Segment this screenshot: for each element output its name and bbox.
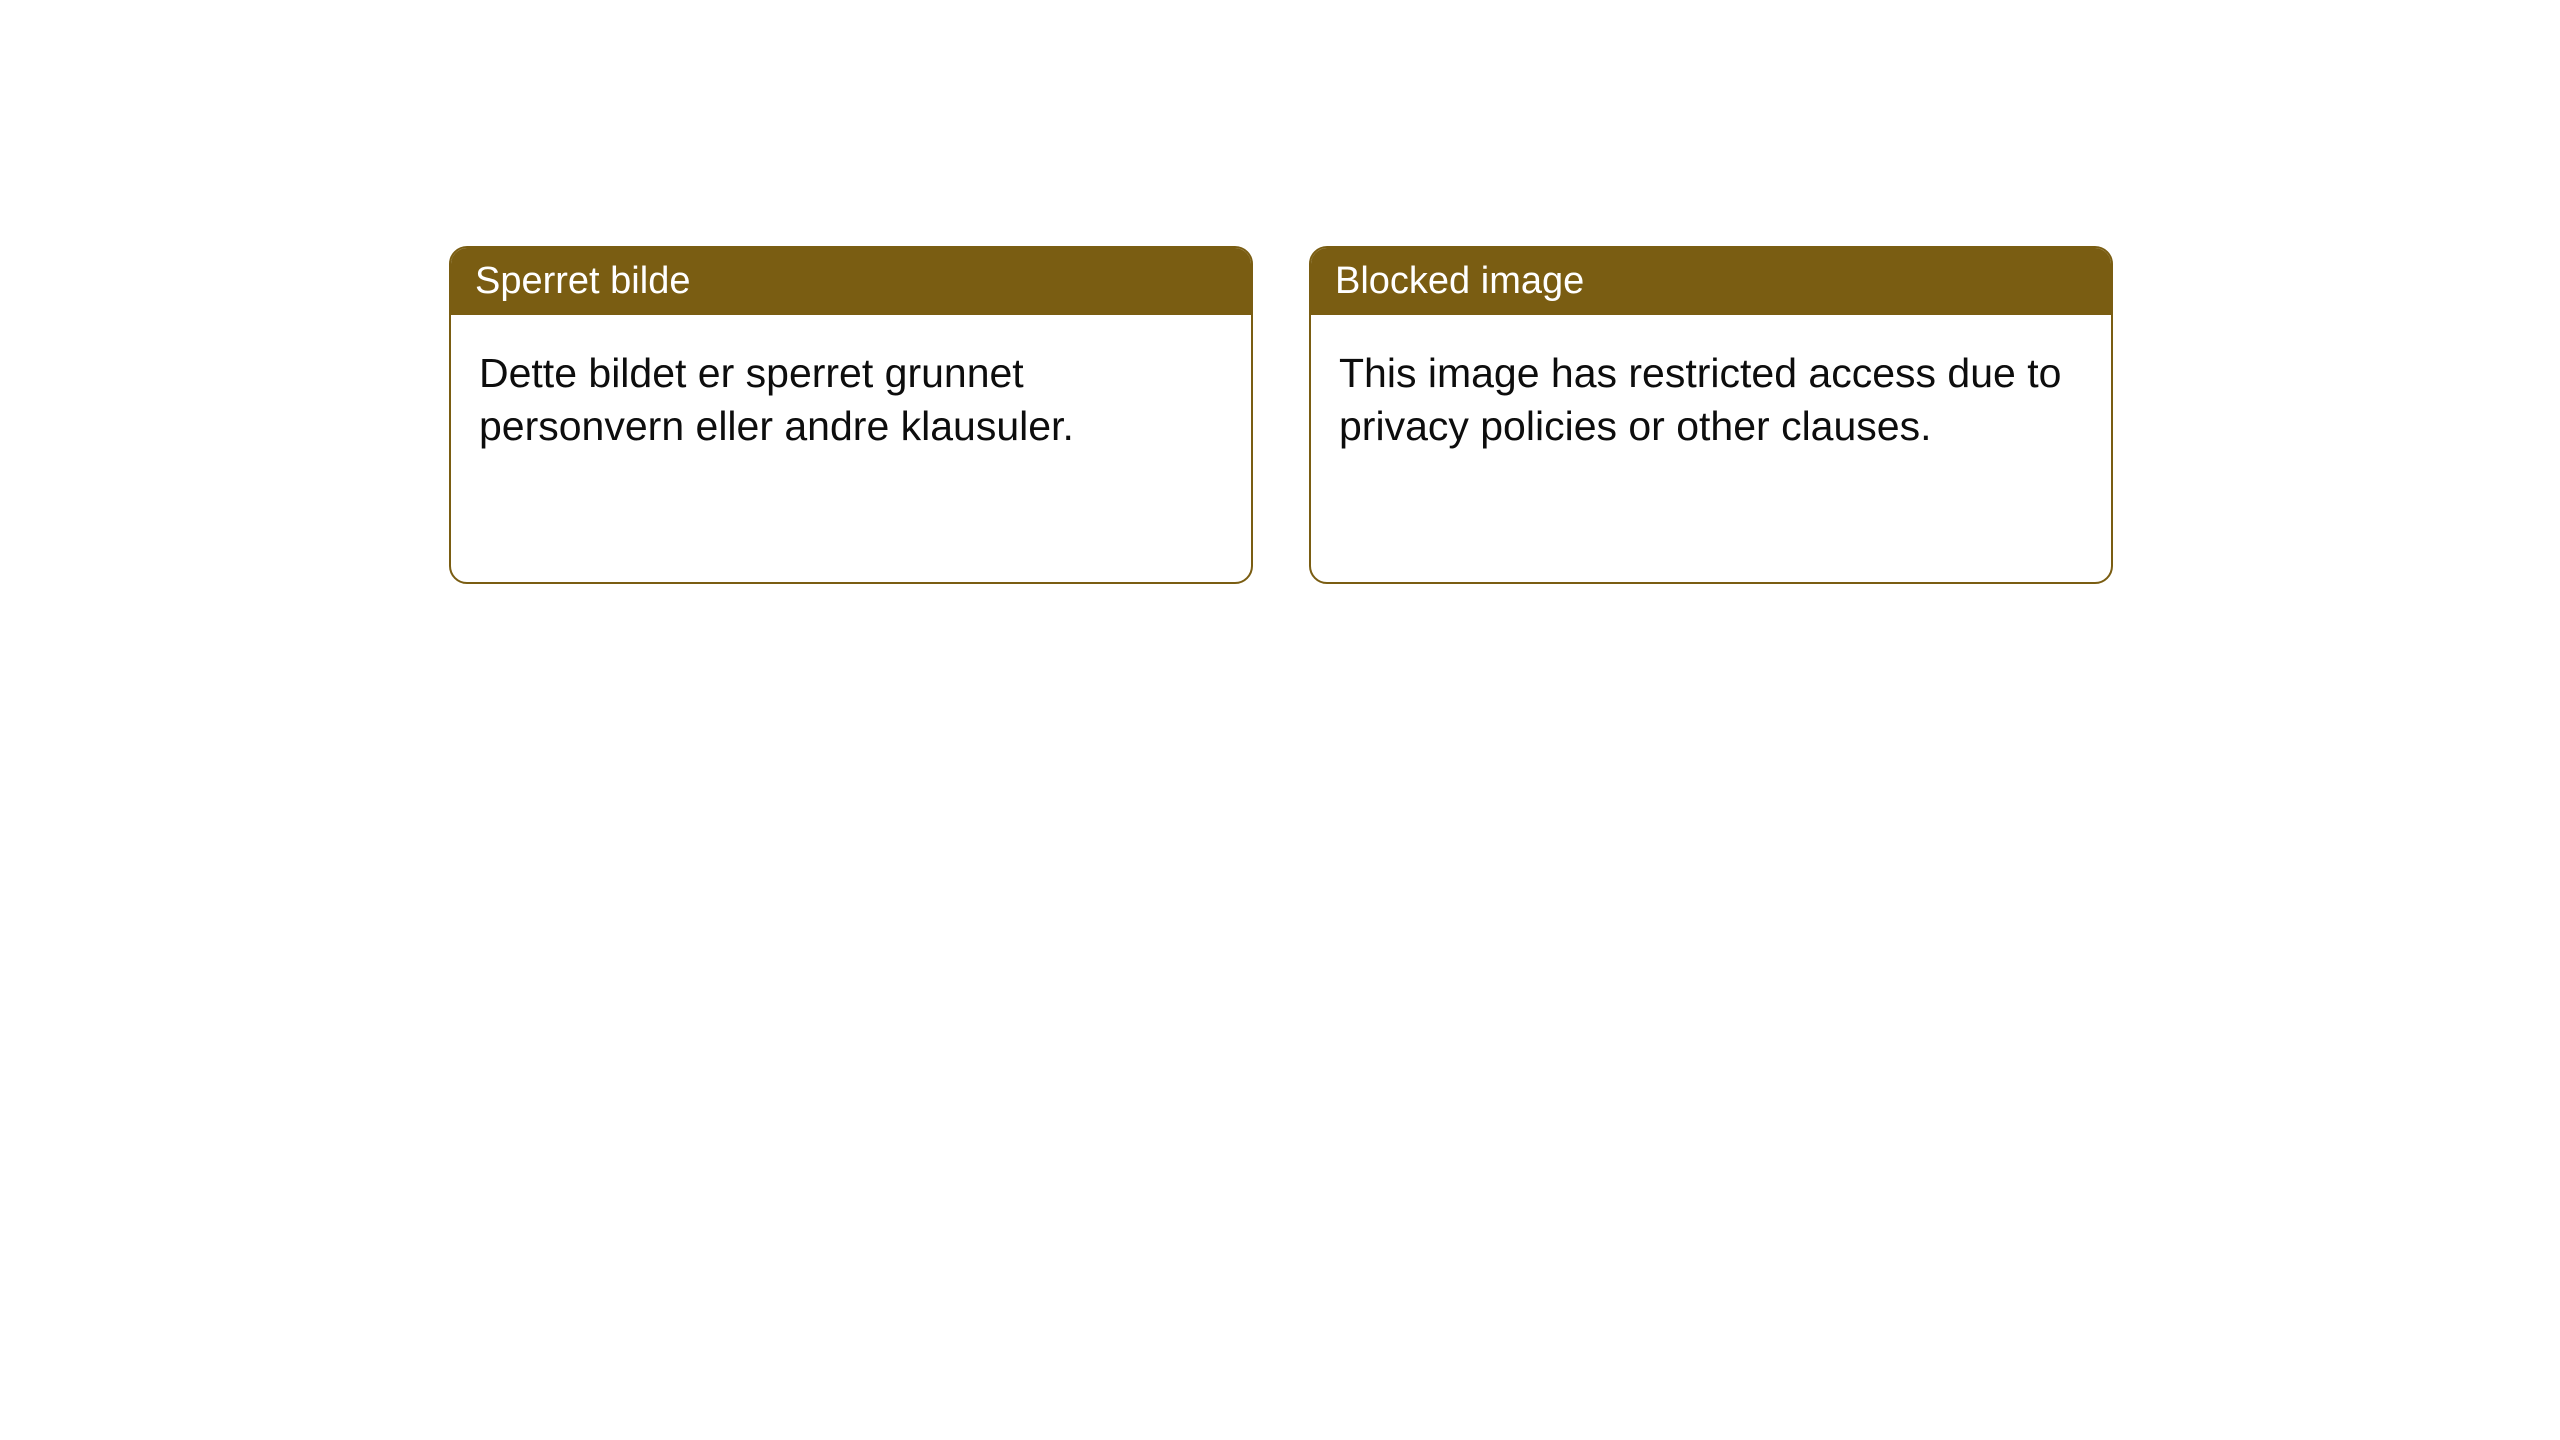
card-body: This image has restricted access due to …	[1311, 315, 2111, 486]
card-body-text: This image has restricted access due to …	[1339, 350, 2061, 449]
card-header: Blocked image	[1311, 248, 2111, 315]
card-header: Sperret bilde	[451, 248, 1251, 315]
notice-card-norwegian: Sperret bilde Dette bildet er sperret gr…	[449, 246, 1253, 584]
card-body-text: Dette bildet er sperret grunnet personve…	[479, 350, 1074, 449]
card-title: Sperret bilde	[475, 260, 690, 302]
card-body: Dette bildet er sperret grunnet personve…	[451, 315, 1251, 486]
card-title: Blocked image	[1335, 260, 1584, 302]
notice-card-english: Blocked image This image has restricted …	[1309, 246, 2113, 584]
notice-cards-container: Sperret bilde Dette bildet er sperret gr…	[449, 246, 2113, 584]
